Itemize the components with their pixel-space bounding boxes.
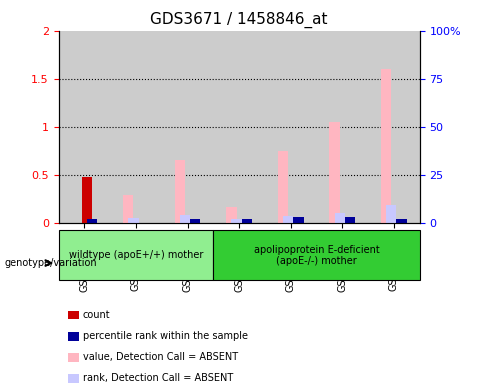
Bar [162,31,213,223]
Title: GDS3671 / 1458846_at: GDS3671 / 1458846_at [150,12,328,28]
Bar [381,69,391,223]
Bar [226,207,237,223]
Bar [87,219,97,223]
FancyBboxPatch shape [59,230,213,280]
Bar [82,177,92,223]
Bar [368,31,420,223]
Bar [329,122,340,223]
Text: wildtype (apoE+/+) mother: wildtype (apoE+/+) mother [69,250,203,260]
Bar [175,161,185,223]
Bar [242,219,252,223]
Text: genotype/variation: genotype/variation [5,258,98,268]
Bar [231,219,242,223]
Bar [68,374,79,383]
Text: percentile rank within the sample: percentile rank within the sample [83,331,248,341]
Bar [293,217,304,223]
Bar [278,151,288,223]
Bar [59,31,110,223]
Bar [317,31,368,223]
FancyBboxPatch shape [213,230,420,280]
Bar [213,31,265,223]
Bar [128,218,139,223]
Text: count: count [83,310,111,320]
Bar [386,205,396,223]
Bar [190,219,201,223]
Bar [396,219,407,223]
Bar [335,213,345,223]
Bar [283,216,293,223]
Bar [68,353,79,362]
Bar [345,217,355,223]
Text: apolipoprotein E-deficient
(apoE-/-) mother: apolipoprotein E-deficient (apoE-/-) mot… [254,245,379,266]
Bar [68,311,79,319]
Bar [123,195,133,223]
Bar [110,31,162,223]
Text: rank, Detection Call = ABSENT: rank, Detection Call = ABSENT [83,373,233,383]
Bar [265,31,317,223]
Bar [68,332,79,341]
Bar [180,215,190,223]
Text: value, Detection Call = ABSENT: value, Detection Call = ABSENT [83,352,238,362]
